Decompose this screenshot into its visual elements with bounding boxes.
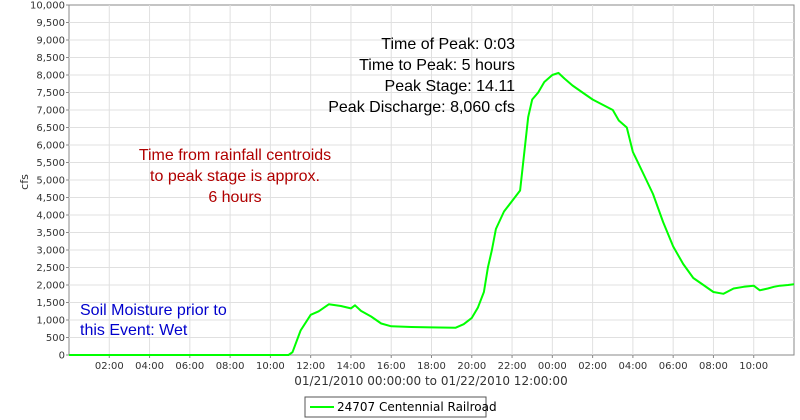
x-tick-label: 06:00 bbox=[659, 361, 688, 372]
x-tick-label: 10:00 bbox=[256, 361, 285, 372]
y-tick-label: 2,500 bbox=[36, 263, 65, 274]
y-tick-label: 4,000 bbox=[36, 211, 65, 222]
y-tick-label: 1,500 bbox=[36, 298, 65, 309]
y-tick-label: 3,000 bbox=[36, 246, 65, 257]
peak-discharge-text: Peak Discharge: 8,060 cfs bbox=[328, 99, 515, 116]
y-tick-label: 6,500 bbox=[36, 123, 65, 134]
x-tick-label: 08:00 bbox=[699, 361, 728, 372]
x-tick-label: 00:00 bbox=[538, 361, 567, 372]
x-tick-label: 02:00 bbox=[95, 361, 124, 372]
y-tick-label: 8,500 bbox=[36, 53, 65, 64]
x-tick-label: 10:00 bbox=[739, 361, 768, 372]
x-tick-label: 04:00 bbox=[135, 361, 164, 372]
y-axis-label: cfs bbox=[18, 174, 31, 190]
y-tick-label: 2,000 bbox=[36, 281, 65, 292]
y-tick-label: 1,000 bbox=[36, 316, 65, 327]
rainfall-note-line-2: to peak stage is approx. bbox=[150, 168, 320, 185]
x-tick-label: 02:00 bbox=[578, 361, 607, 372]
legend-box bbox=[304, 396, 487, 418]
series-line-centennial-railroad bbox=[69, 71, 795, 356]
soil-moisture-annotation: Soil Moisture prior to this Event: Wet bbox=[80, 302, 227, 339]
peak-stage-text: Peak Stage: 14.11 bbox=[385, 78, 516, 95]
grid bbox=[69, 5, 794, 355]
x-tick-label: 20:00 bbox=[457, 361, 486, 372]
peak-info-annotation: Time of Peak: 0:03 Time to Peak: 5 hours… bbox=[328, 36, 515, 116]
x-tick-label: 22:00 bbox=[498, 361, 527, 372]
y-tick-label: 9,000 bbox=[36, 36, 65, 47]
soil-note-line-1: Soil Moisture prior to bbox=[80, 302, 227, 319]
x-tick-label: 18:00 bbox=[417, 361, 446, 372]
y-tick-label: 6,000 bbox=[36, 141, 65, 152]
x-axis-label: 01/21/2010 00:00:00 to 01/22/2010 12:00:… bbox=[294, 374, 567, 388]
rainfall-note-line-1: Time from rainfall centroids bbox=[139, 147, 331, 164]
y-tick-label: 10,000 bbox=[30, 1, 65, 12]
y-tick-label: 9,500 bbox=[36, 18, 65, 29]
y-tick-label: 5,500 bbox=[36, 158, 65, 169]
x-tick-label: 14:00 bbox=[337, 361, 366, 372]
y-tick-labels: 0 500 1,000 1,500 2,000 2,500 3,000 3,500 4,000 4… bbox=[30, 1, 69, 362]
y-tick-label: 7,500 bbox=[36, 88, 65, 99]
y-tick-label: 500 bbox=[46, 333, 65, 344]
y-tick-label: 7,000 bbox=[36, 106, 65, 117]
legend: 24707 Centennial Railroad bbox=[304, 396, 497, 418]
x-tick-label: 12:00 bbox=[296, 361, 325, 372]
soil-note-line-2: this Event: Wet bbox=[80, 322, 188, 339]
x-tick-label: 06:00 bbox=[175, 361, 204, 372]
x-tick-label: 04:00 bbox=[618, 361, 647, 372]
time-to-peak-text: Time to Peak: 5 hours bbox=[359, 57, 515, 74]
y-tick-label: 5,000 bbox=[36, 176, 65, 187]
rainfall-note-line-3: 6 hours bbox=[208, 189, 261, 206]
y-tick-label: 4,500 bbox=[36, 193, 65, 204]
series-group bbox=[69, 71, 795, 356]
legend-series-label: 24707 Centennial Railroad bbox=[337, 400, 497, 414]
x-tick-labels: 02:00 04:00 06:00 08:00 10:00 12:00 14:00 16:00… bbox=[95, 355, 768, 372]
x-tick-label: 16:00 bbox=[377, 361, 406, 372]
rainfall-note-annotation: Time from rainfall centroids to peak sta… bbox=[139, 147, 331, 206]
y-tick-label: 0 bbox=[59, 351, 65, 362]
x-tick-label: 08:00 bbox=[216, 361, 245, 372]
peak-time-text: Time of Peak: 0:03 bbox=[381, 36, 515, 53]
y-tick-label: 8,000 bbox=[36, 71, 65, 82]
y-tick-label: 3,500 bbox=[36, 228, 65, 239]
